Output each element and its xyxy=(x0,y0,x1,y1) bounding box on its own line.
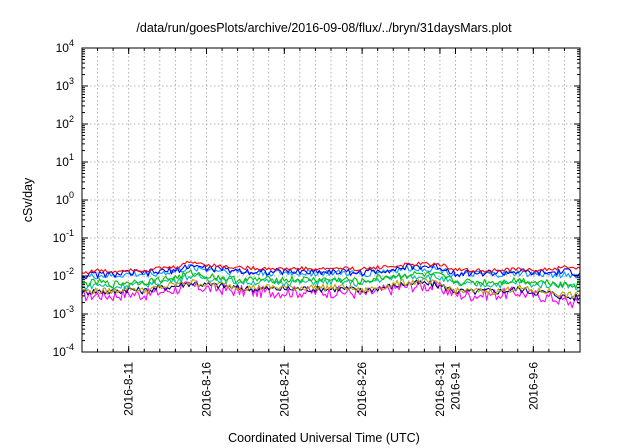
x-tick-label: 2016-8-16 xyxy=(200,362,214,417)
y-tick-labels: 10-4 10-3 10-2 10-1 100 101 102 103 104 xyxy=(53,38,74,359)
series-line xyxy=(81,264,581,281)
y-tick-label: 103 xyxy=(56,76,74,93)
y-tick-label: 102 xyxy=(56,114,74,131)
series-line xyxy=(81,272,581,291)
y-tick-label: 104 xyxy=(56,38,74,55)
y-tick-label: 10-3 xyxy=(53,304,74,321)
y-axis-title: cSv/day xyxy=(21,177,35,222)
y-tick-label: 10-2 xyxy=(53,266,74,283)
axis-ticks xyxy=(82,47,580,353)
series-line xyxy=(81,279,581,301)
x-tick-label: 2016-8-11 xyxy=(122,362,136,416)
grid xyxy=(82,47,580,353)
series-line xyxy=(81,260,581,275)
series-group xyxy=(81,260,581,309)
y-tick-label: 101 xyxy=(56,152,74,169)
chart-title: /data/run/goesPlots/archive/2016-09-08/f… xyxy=(136,21,512,35)
series-line xyxy=(81,263,581,280)
series-line xyxy=(81,269,581,289)
y-tick-label: 10-4 xyxy=(53,342,74,359)
y-tick-label: 100 xyxy=(56,190,74,207)
x-tick-label: 2016-9-1 xyxy=(449,362,463,410)
x-tick-label: 2016-8-31 xyxy=(433,362,447,417)
x-tick-label: 2016-8-26 xyxy=(355,362,369,417)
series-line xyxy=(81,278,581,299)
y-tick-label: 10-1 xyxy=(53,228,74,245)
x-tick-labels: 2016-8-11 2016-8-16 2016-8-21 2016-8-26 2016… xyxy=(122,362,541,417)
x-tick-label: 2016-8-21 xyxy=(277,362,291,417)
x-axis-title: Coordinated Universal Time (UTC) xyxy=(228,431,420,445)
x-tick-label: 2016-9-6 xyxy=(526,362,540,410)
